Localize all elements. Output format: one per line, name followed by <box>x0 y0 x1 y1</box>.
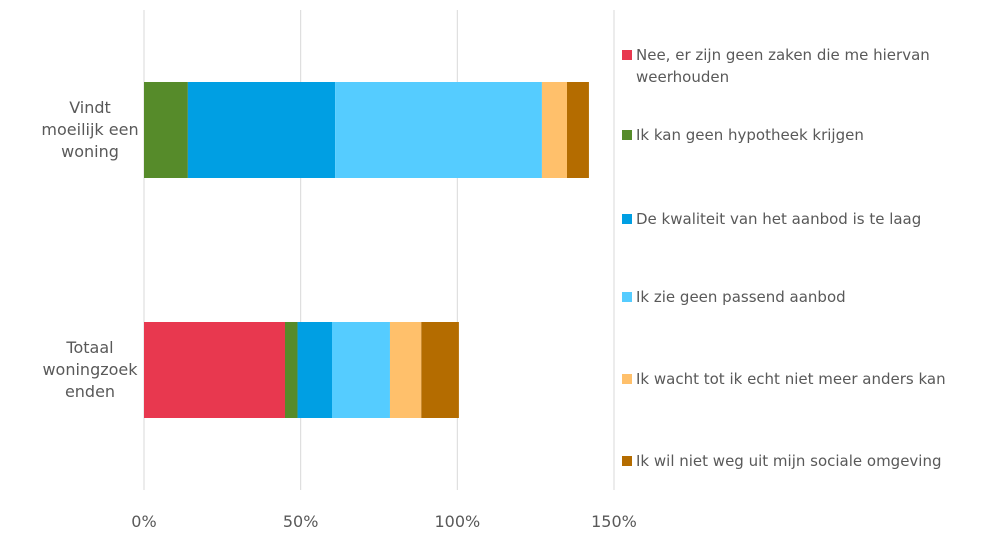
x-tick-label: 100% <box>434 512 481 531</box>
legend-swatch <box>622 50 632 60</box>
x-tick-label: 150% <box>591 512 637 531</box>
x-tick-label: 50% <box>282 512 319 531</box>
legend-entry: Nee, er zijn geen zaken die me hiervan w… <box>622 44 982 88</box>
bar-segment <box>567 82 589 178</box>
category-label: Totaal woningzoekenden <box>42 338 138 401</box>
bar-segment <box>144 82 188 178</box>
legend-label: Ik wil niet weg uit mijn sociale omgevin… <box>636 452 942 470</box>
bar-segment <box>332 322 390 418</box>
legend-swatch <box>622 130 632 140</box>
legend-label: Ik kan geen hypotheek krijgen <box>636 126 864 144</box>
legend-label: De kwaliteit van het aanbod is te laag <box>636 210 922 228</box>
bar-segment <box>421 322 459 418</box>
legend-swatch <box>622 456 632 466</box>
legend-entry: Ik zie geen passend aanbod <box>622 286 982 308</box>
bar-segment <box>187 82 336 178</box>
legend-swatch <box>622 374 632 384</box>
bar-segment <box>285 322 298 418</box>
legend-entry: Ik wacht tot ik echt niet meer anders ka… <box>622 368 982 390</box>
legend-entry: De kwaliteit van het aanbod is te laag <box>622 208 982 230</box>
bar-segment <box>335 82 542 178</box>
legend-label: Ik zie geen passend aanbod <box>636 288 846 306</box>
legend-swatch <box>622 214 632 224</box>
bar-segment <box>297 322 332 418</box>
bar-segment <box>541 82 567 178</box>
x-tick-label: 0% <box>131 512 157 531</box>
legend-entry: Ik wil niet weg uit mijn sociale omgevin… <box>622 450 982 472</box>
bar-segment <box>144 322 285 418</box>
legend-label: Ik wacht tot ik echt niet meer anders ka… <box>636 370 946 388</box>
legend-swatch <box>622 292 632 302</box>
bar-segment <box>389 322 422 418</box>
legend-label: Nee, er zijn geen zaken die me hiervan w… <box>636 46 930 86</box>
category-label: Vindt moeilijk een woning <box>41 98 139 161</box>
legend-entry: Ik kan geen hypotheek krijgen <box>622 124 982 146</box>
